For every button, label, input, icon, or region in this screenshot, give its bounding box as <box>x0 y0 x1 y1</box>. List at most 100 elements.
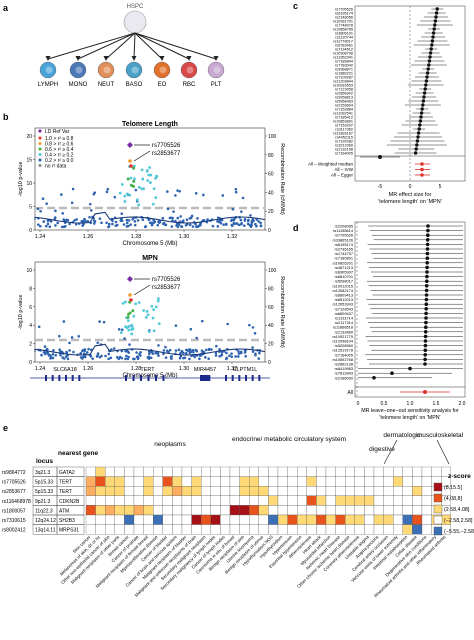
snp-point <box>52 348 55 352</box>
snp-point <box>182 351 185 355</box>
heatmap-cell <box>373 505 384 516</box>
snp-point <box>187 348 191 352</box>
heatmap-cell <box>412 476 423 487</box>
snp-point <box>54 209 57 213</box>
snp-point <box>230 355 234 359</box>
x-tick-label: 1.28 <box>131 366 142 372</box>
snp-point <box>74 222 78 226</box>
effect-point <box>424 302 429 307</box>
snp-point <box>179 352 182 355</box>
heatmap-cell <box>335 505 346 516</box>
heatmap-cell <box>105 486 115 496</box>
heatmap-cell <box>133 505 144 516</box>
heatmap-cell <box>191 486 202 496</box>
exon <box>65 375 67 381</box>
heatmap-cell <box>181 466 192 477</box>
y2-tick-label: 40 <box>268 190 274 196</box>
heatmap-cell <box>287 524 298 535</box>
heatmap-cell <box>201 505 211 516</box>
effect-point <box>424 83 428 87</box>
snp-point <box>72 350 75 354</box>
x-tick-label: 0 <box>357 401 360 407</box>
cell-label: RBC <box>183 82 196 88</box>
row-locus: 12q24.12 <box>35 518 56 524</box>
heatmap-cell <box>431 466 442 477</box>
heatmap-cell <box>364 495 375 506</box>
heatmap-cell <box>220 486 231 496</box>
heatmap-cell <box>153 524 163 535</box>
heatmap-cell <box>345 466 355 477</box>
snp-point <box>246 219 250 223</box>
gene-label: MIR4457 <box>194 367 216 373</box>
row-locus: 5p15.33 <box>35 480 53 486</box>
y-tick-label: 20 <box>26 134 32 140</box>
plot-frame <box>34 261 266 363</box>
heatmap-cell <box>287 514 298 525</box>
snp-point <box>37 325 41 329</box>
snp-label: rs7128543 <box>335 306 353 311</box>
snp-label: rs7748078 <box>335 24 353 28</box>
snp-point <box>196 217 199 220</box>
heatmap-cell <box>335 476 346 487</box>
y2-tick-label: 100 <box>268 134 277 140</box>
snp-point <box>44 224 48 228</box>
snp-point <box>131 309 135 313</box>
y2-tick-label: 20 <box>268 342 274 348</box>
snp-point <box>122 223 126 226</box>
hspc-cell <box>123 10 147 34</box>
exon <box>208 375 211 381</box>
row-gene: MRPS31 <box>59 528 79 534</box>
snp-point <box>132 314 136 318</box>
snp-point <box>62 218 65 221</box>
row-gene: SH2B3 <box>59 518 75 524</box>
snp-point <box>51 352 55 356</box>
heatmap-cell <box>287 505 298 516</box>
legend-label: (4,08,8] <box>444 496 462 502</box>
snp-point <box>127 325 131 328</box>
heatmap-cell <box>124 466 135 477</box>
heatmap-cell <box>124 476 135 487</box>
snp-point <box>174 324 178 327</box>
summary-point <box>420 167 424 172</box>
heatmap-cell <box>373 486 384 496</box>
snp-point <box>170 225 174 228</box>
effect-point <box>423 343 428 348</box>
heatmap-cell <box>181 495 192 506</box>
heatmap-cell <box>383 514 394 525</box>
snp-point <box>121 301 125 305</box>
snp-point <box>214 351 218 355</box>
effect-point <box>414 147 418 151</box>
effect-point <box>424 297 429 302</box>
heatmap-cell <box>249 486 259 496</box>
snp-label: rs3805101 <box>335 32 353 36</box>
snp-point <box>92 222 96 225</box>
legend-label: 1.0 > r² ≥ 0.8 <box>45 136 74 142</box>
snp-point <box>126 315 130 319</box>
snp-point <box>174 349 178 352</box>
x-tick-label: 1.26 <box>83 234 94 240</box>
heatmap-cell <box>191 466 202 477</box>
heatmap-cell <box>354 476 365 487</box>
heatmap-cell <box>373 524 384 535</box>
heatmap-cell <box>345 476 355 487</box>
legend-label: (−2.58,2.58] <box>444 518 473 524</box>
cell-nucleus <box>159 66 167 74</box>
snp-point <box>234 187 238 191</box>
snp-point <box>190 214 194 218</box>
heatmap-cell <box>172 524 183 535</box>
snp-point <box>237 223 241 227</box>
heatmap-cell <box>412 505 423 516</box>
snp-point <box>95 355 99 358</box>
heatmap-cell <box>383 466 394 477</box>
snp-label: rs7705526 <box>335 233 353 238</box>
legend-label: (2.58,4.08] <box>444 507 470 513</box>
legend-swatch <box>38 147 42 151</box>
legend-label: (−5.55,−2.58] <box>444 529 474 535</box>
snp-label: rs6809437 <box>335 311 353 316</box>
snp-point <box>133 177 136 181</box>
snp-label: rs7783042 <box>335 64 353 68</box>
cell-label: EO <box>158 82 167 88</box>
snp-label: rs10916553 <box>333 84 353 88</box>
snp-point <box>218 219 222 223</box>
